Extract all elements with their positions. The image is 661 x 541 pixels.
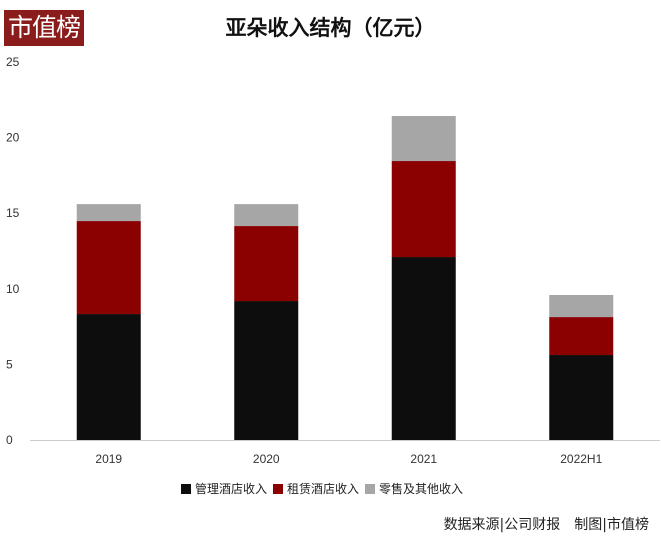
x-tick-label: 2019 <box>95 452 122 466</box>
y-tick-label: 25 <box>6 55 20 69</box>
x-tick-label: 2020 <box>253 452 280 466</box>
bar-segment <box>76 204 141 222</box>
legend-label: 零售及其他收入 <box>379 482 464 496</box>
chart-title: 亚朵收入结构（亿元） <box>225 15 436 40</box>
legend-label: 管理酒店收入 <box>195 482 268 496</box>
legend-label: 租赁酒店收入 <box>287 482 360 496</box>
legend-swatch <box>181 484 191 494</box>
bar-segment <box>234 226 299 302</box>
legend: 管理酒店收入 租赁酒店收入 零售及其他收入 <box>181 480 463 497</box>
logo: 市值榜 <box>4 10 84 46</box>
y-tick-label: 0 <box>6 433 13 447</box>
legend-item: 租赁酒店收入 <box>273 480 359 497</box>
bar-segment <box>234 301 299 440</box>
bar-segment <box>391 161 456 258</box>
x-tick-label: 2021 <box>410 452 437 466</box>
legend-swatch <box>365 484 376 494</box>
bar-segment <box>391 115 456 162</box>
bar-segment <box>76 221 141 315</box>
legend-swatch <box>273 484 284 494</box>
bar-segment <box>391 257 456 440</box>
y-tick-label: 20 <box>6 131 20 145</box>
bar-segment <box>549 294 614 318</box>
y-tick-label: 5 <box>6 357 13 371</box>
bar-segment <box>549 317 614 356</box>
bar-segment <box>76 314 141 440</box>
y-tick-label: 10 <box>6 282 20 296</box>
bar-segment <box>234 204 299 227</box>
bar-segment <box>549 355 614 440</box>
legend-item: 零售及其他收入 <box>365 480 463 497</box>
y-tick-label: 15 <box>6 206 20 220</box>
x-tick-label: 2022H1 <box>560 452 602 466</box>
source-note: 数据来源|公司财报 制图|市值榜 <box>443 517 649 533</box>
legend-item: 管理酒店收入 <box>181 480 267 497</box>
